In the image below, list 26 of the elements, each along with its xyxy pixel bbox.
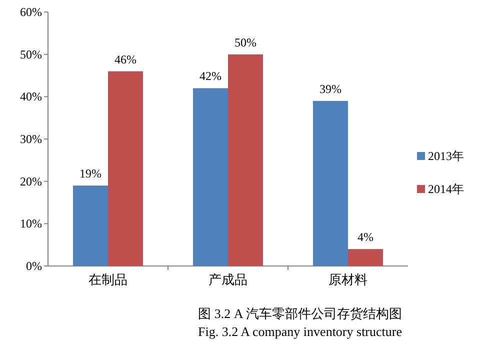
text: Fig. 3.2 A company inventory structure — [198, 324, 402, 339]
legend-label: 2014年 — [428, 182, 464, 196]
data-label: 46% — [114, 52, 136, 66]
x-tick-label: 在制品 — [88, 272, 128, 287]
bar — [193, 88, 228, 266]
x-tick-label: 产成品 — [208, 272, 248, 287]
y-tick-label: 40% — [20, 90, 42, 104]
y-tick-label: 60% — [20, 5, 42, 19]
bar — [73, 186, 108, 266]
y-tick-label: 20% — [20, 174, 42, 188]
bar — [228, 54, 263, 266]
data-label: 4% — [358, 230, 374, 244]
x-tick-label: 原材料 — [328, 272, 368, 287]
bar — [108, 71, 143, 266]
bar — [348, 249, 383, 266]
data-label: 39% — [320, 82, 342, 96]
data-label: 50% — [234, 35, 256, 50]
y-tick-label: 50% — [20, 47, 42, 62]
y-tick-label: 30% — [20, 132, 42, 146]
y-tick-label: 0% — [26, 259, 42, 273]
y-tick-label: 10% — [20, 216, 42, 231]
legend-label: 2013年 — [428, 149, 464, 163]
data-label: 42% — [200, 69, 222, 84]
text: 图 3.2 A 汽车零部件公司存货结构图 — [198, 306, 402, 321]
data-label: 19% — [80, 166, 102, 181]
bar — [313, 100, 348, 266]
